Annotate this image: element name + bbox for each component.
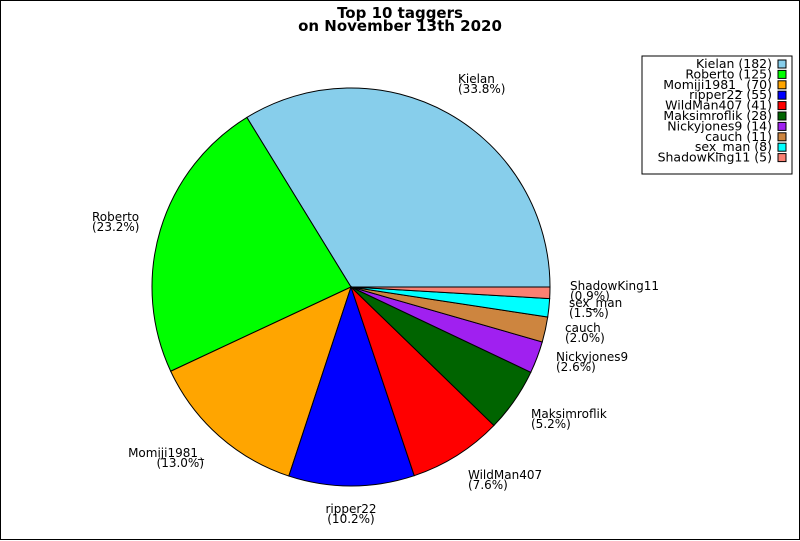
legend-entry-label: sex_man (8) (695, 139, 772, 154)
pie-slice-ripper22 (288, 285, 415, 487)
legend-box (641, 55, 793, 175)
legend-entry-label: ripper22 (55) (689, 87, 772, 102)
pie-slice-roberto (151, 116, 352, 372)
legend-swatch (777, 132, 787, 142)
slice-label-percent: (2.0%) (565, 331, 605, 345)
legend-entry-label: WildMan407 (41) (665, 98, 772, 113)
slice-label-name: ShadowKing11 (570, 279, 659, 293)
slice-label-name: Maksimroflik (531, 407, 607, 421)
slice-label-name: Momiji1981_ (128, 446, 205, 460)
slice-label-percent: (2.6%) (556, 360, 596, 374)
slice-label-percent: (33.8%) (458, 82, 505, 96)
chart-title-line-2: on November 13th 2020 (298, 17, 502, 35)
legend-entry-label: cauch (11) (705, 129, 772, 144)
legend-swatch (777, 90, 787, 100)
legend-swatch (777, 69, 787, 79)
slice-label-name: Roberto (92, 210, 139, 224)
pie-slices (151, 87, 551, 487)
slice-label-percent: (13.0%) (157, 456, 204, 470)
legend-swatch (777, 153, 787, 163)
slice-label-name: Nickyjones9 (556, 350, 628, 364)
legend-swatch (777, 101, 787, 111)
legend: Kielan (182)Roberto (125)Momiji1981_ (70… (641, 55, 793, 175)
legend-entry-label: Kielan (182) (696, 56, 772, 71)
pie-slice-shadowking11 (350, 286, 551, 300)
slice-label-name: WildMan407 (468, 468, 542, 482)
slice-label-name: cauch (565, 321, 601, 335)
pie-slice-kielan (246, 87, 551, 288)
legend-entry-label: Maksimroflik (28) (663, 108, 772, 123)
legend-swatch (777, 111, 787, 121)
pie-slice-momiji1981 (170, 286, 352, 477)
legend-entry-label: Momiji1981_ (70) (663, 77, 772, 92)
slice-labels: Kielan(33.8%)Roberto(23.2%)Momiji1981_(1… (92, 72, 659, 526)
legend-entry-label: Nickyjones9 (14) (667, 118, 772, 133)
slice-label-name: Kielan (458, 72, 495, 86)
legend-entry-label: Roberto (125) (685, 66, 772, 81)
chart-title-line-1: Top 10 taggers (337, 4, 463, 22)
slice-label-percent: (1.5%) (569, 306, 609, 320)
legend-swatch (777, 121, 787, 131)
slice-label-percent: (10.2%) (327, 512, 374, 526)
legend-entry-label: ShadowKing11 (5) (658, 150, 772, 165)
legend-swatch (777, 80, 787, 90)
slice-label-percent: (0.9%) (570, 289, 610, 303)
slice-label-percent: (5.2%) (531, 417, 571, 431)
legend-swatch (777, 142, 787, 152)
slice-label-percent: (23.2%) (92, 220, 139, 234)
slice-label-name: sex_man (569, 296, 622, 310)
slice-label-percent: (7.6%) (468, 478, 508, 492)
slice-label-name: ripper22 (325, 502, 376, 516)
legend-swatch (777, 59, 787, 69)
pie-slice-wildman407 (350, 286, 495, 477)
